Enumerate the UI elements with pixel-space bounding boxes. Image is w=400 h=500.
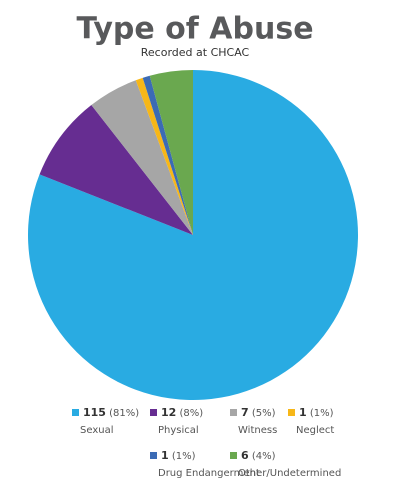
- legend-value: 7 (5%): [241, 406, 276, 419]
- legend-label: Sexual: [80, 425, 114, 436]
- legend-value: 6 (4%): [241, 449, 276, 462]
- legend-label: Other/Undetermined: [238, 468, 341, 479]
- legend-label: Neglect: [296, 425, 334, 436]
- chart-subtitle: Recorded at CHCAC: [141, 46, 250, 59]
- pie-slice: [135, 77, 193, 236]
- pie-slice: [149, 70, 193, 235]
- legend-swatch: [288, 409, 295, 416]
- pie-slice: [39, 105, 193, 235]
- chart-title: Type of Abuse: [76, 12, 313, 47]
- legend-swatch: [230, 452, 237, 459]
- legend-swatch: [230, 409, 237, 416]
- pie-slice: [91, 80, 193, 235]
- legend-value: 1 (1%): [299, 406, 334, 419]
- legend-label: Physical: [158, 425, 199, 436]
- legend-swatch: [150, 409, 157, 416]
- legend-swatch: [72, 409, 79, 416]
- legend-swatch: [150, 452, 157, 459]
- legend-value: 1 (1%): [161, 449, 196, 462]
- pie-slice: [142, 75, 193, 235]
- legend-label: Drug Endangerment: [158, 468, 260, 479]
- legend-label: Witness: [238, 425, 277, 436]
- legend-value: 12 (8%): [161, 406, 203, 419]
- legend-value: 115 (81%): [83, 406, 139, 419]
